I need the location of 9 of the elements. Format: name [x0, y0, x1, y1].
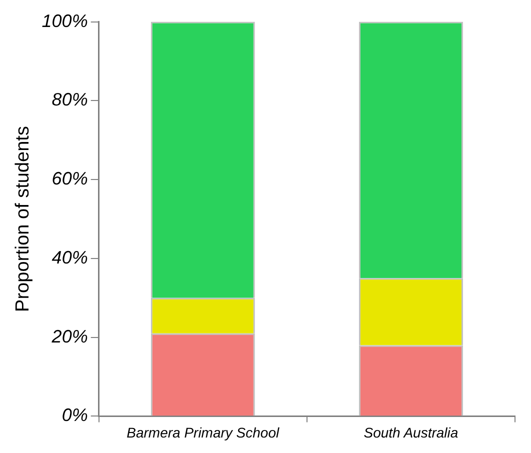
y-tick-label: 40%: [52, 247, 88, 268]
y-axis-title: Proportion of students: [12, 126, 34, 312]
y-tick-label: 20%: [50, 326, 88, 346]
y-tick-label: 80%: [52, 90, 88, 110]
x-tick-label: South Australia: [364, 424, 458, 440]
y-tick-label: 60%: [52, 168, 88, 189]
y-tick-label: 0%: [62, 405, 88, 426]
x-tick-label: Barmera Primary School: [126, 424, 280, 440]
y-tick-label: 100%: [42, 10, 88, 31]
